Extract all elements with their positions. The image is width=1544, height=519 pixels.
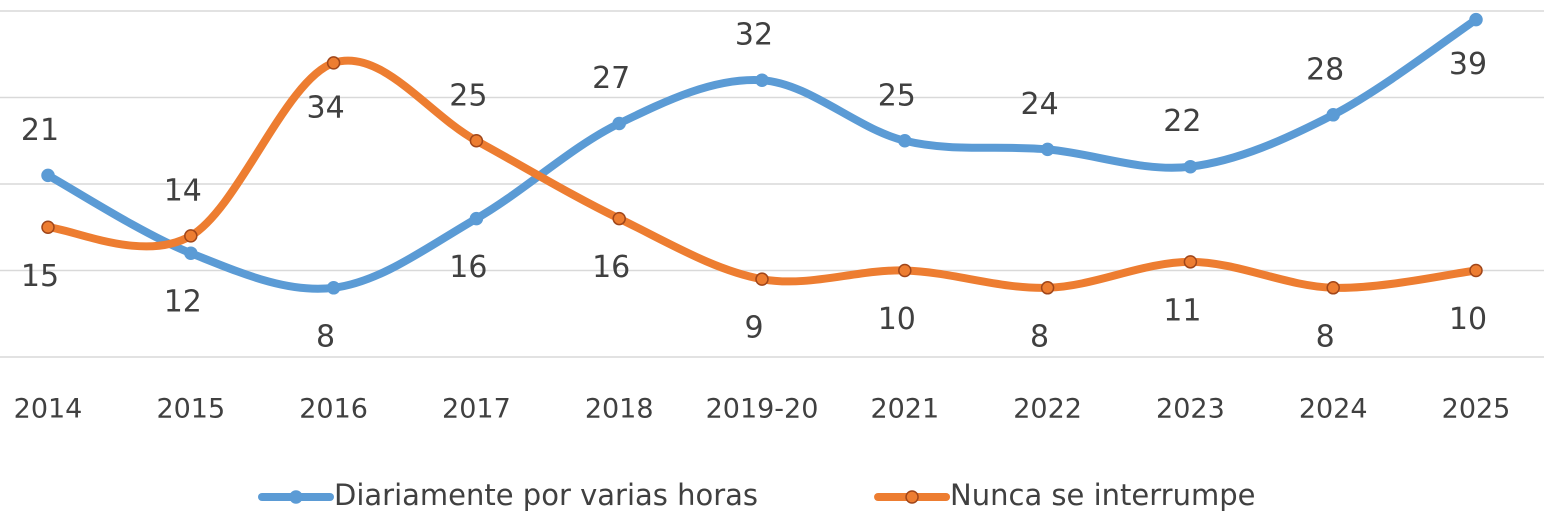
marker [1469,263,1483,278]
data-label: 10 [878,302,916,337]
x-tick-label: 2025 [1442,394,1511,425]
data-label: 32 [735,18,773,53]
x-tick-label: 2017 [442,394,511,425]
marker [755,272,769,286]
marker [1040,142,1055,157]
x-tick-label: 2019-20 [706,394,819,425]
data-label: 8 [316,319,335,354]
marker [898,134,912,148]
data-label: 21 [21,113,59,148]
data-label: 25 [878,78,916,113]
data-label: 16 [449,250,487,285]
data-label: 24 [1021,87,1059,122]
marker [1469,12,1483,27]
marker [1040,281,1055,295]
marker [326,56,341,70]
x-tick-label: 2014 [14,394,83,425]
data-label: 9 [744,311,763,346]
data-label: 14 [164,173,202,208]
data-label: 10 [1449,302,1487,337]
marker [1326,108,1340,122]
marker [898,263,912,278]
marker [1183,159,1198,174]
marker [612,211,626,226]
series-line [44,15,1480,293]
legend-marker [289,490,303,504]
marker [184,229,198,243]
data-label: 34 [307,90,345,125]
data-label: 16 [592,250,630,285]
legend-label: Nunca se interrumpe [950,478,1255,512]
x-tick-label: 2021 [870,394,939,425]
marker [469,211,484,226]
x-tick-label: 2018 [585,394,654,425]
marker [1183,255,1198,269]
marker [41,220,55,234]
data-label: 8 [1030,319,1049,354]
data-label: 28 [1306,52,1344,87]
legend-marker [905,490,919,504]
x-tick-label: 2024 [1299,394,1368,425]
x-tick-label: 2016 [299,394,368,425]
data-label: 39 [1449,47,1487,82]
x-tick-label: 2015 [156,394,225,425]
marker [1326,281,1340,295]
data-label: 12 [164,285,202,320]
marker [612,116,626,131]
x-tick-label: 2022 [1013,394,1082,425]
marker [755,73,769,87]
marker [184,246,198,260]
data-label: 8 [1316,319,1335,354]
marker [469,134,484,148]
marker [41,168,55,183]
series-line [44,56,1480,292]
data-label: 25 [449,78,487,113]
data-label: 27 [592,61,630,96]
data-label: 15 [21,259,59,294]
data-label: 22 [1163,104,1201,139]
marker [326,281,341,295]
x-tick-label: 2023 [1156,394,1225,425]
legend-label: Diariamente por varias horas [334,478,758,512]
data-label: 11 [1163,293,1201,328]
